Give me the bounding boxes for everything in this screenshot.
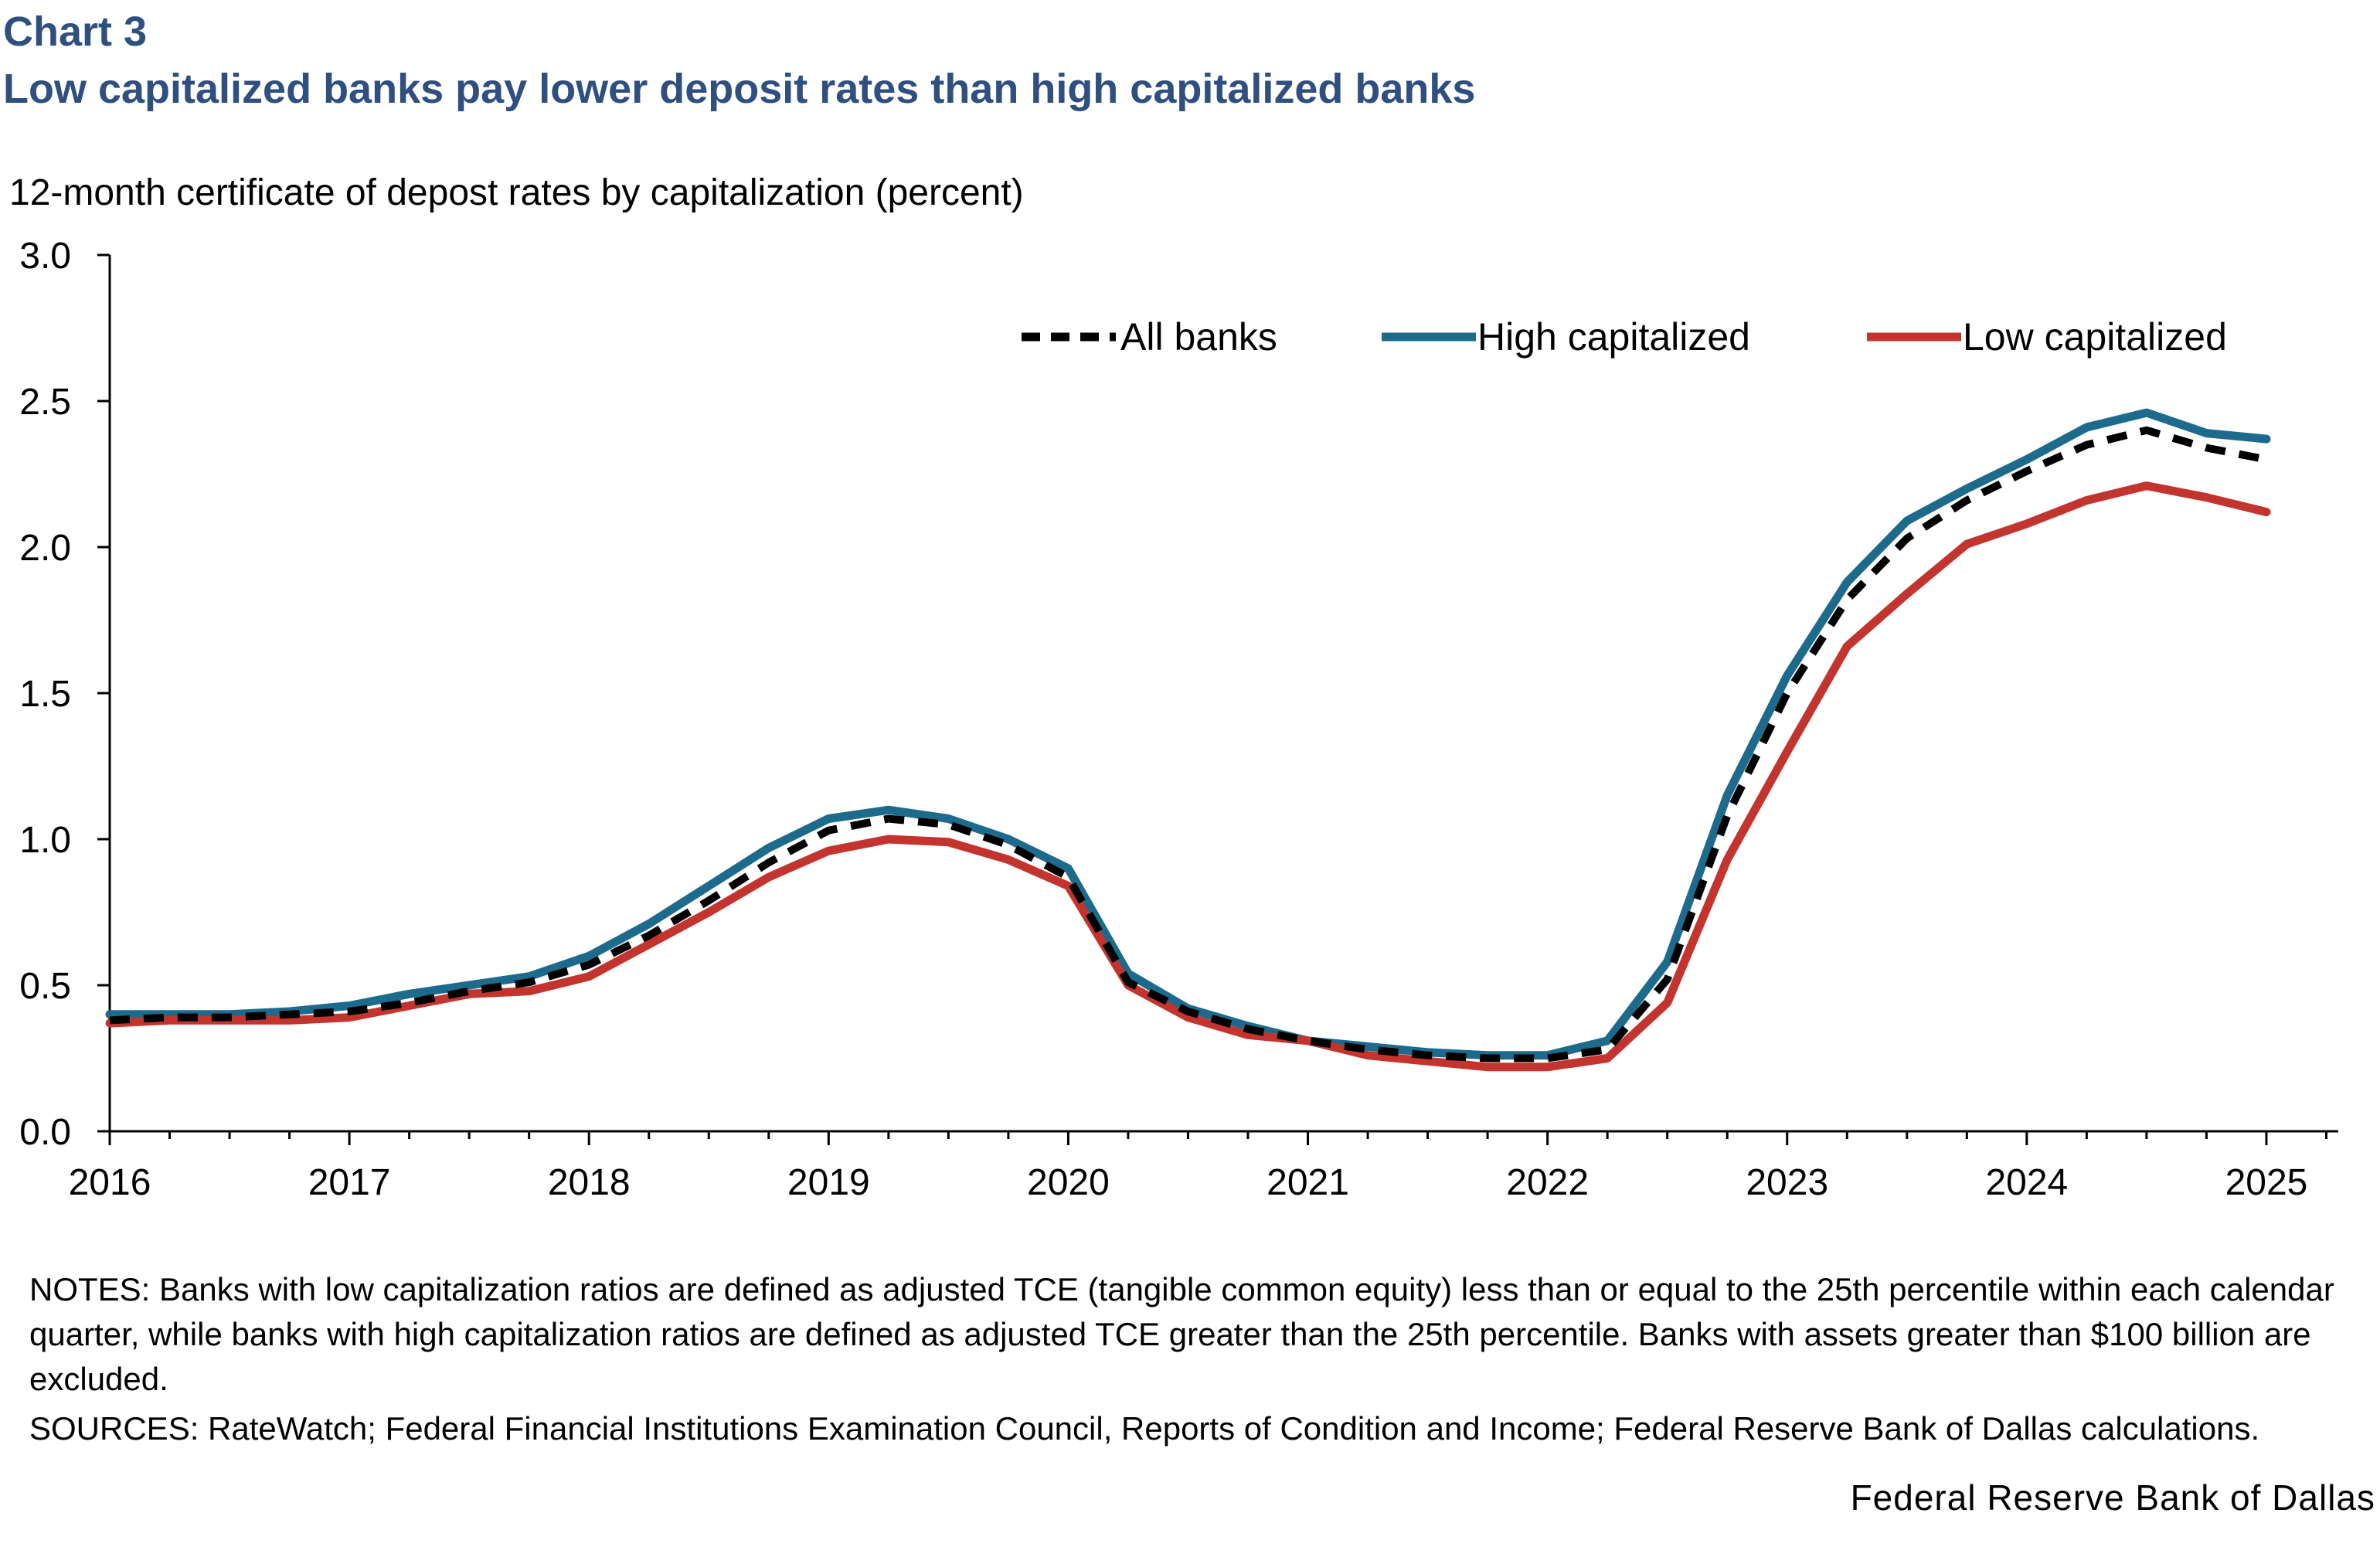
source-credit: Federal Reserve Bank of Dallas [1850,1477,2375,1518]
legend-label: Low capitalized [1963,315,2227,359]
chart-number-label: Chart 3 [3,8,148,55]
chart-series [105,408,2271,1072]
x-tick-label: 2021 [1266,1162,1349,1203]
y-tick-label: 3.0 [19,236,71,277]
x-tick-label: 2022 [1506,1162,1589,1203]
series-line-low-capitalized [105,481,2271,1072]
sources-text: SOURCES: RateWatch; Federal Financial In… [29,1410,2260,1447]
chart-notes: NOTES: Banks with low capitalization rat… [29,1267,2340,1451]
x-tick-label: 2016 [69,1162,151,1203]
y-tick-label: 0.0 [19,1112,71,1153]
series-line-all-banks [109,426,2267,1062]
x-tick-label: 2024 [1985,1162,2068,1203]
x-tick-label: 2018 [548,1162,631,1203]
x-tick-label: 2023 [1746,1162,1828,1203]
notes-text: NOTES: Banks with low capitalization rat… [29,1271,2334,1397]
y-tick-label: 2.5 [19,382,71,423]
x-tick-label: 2025 [2225,1162,2308,1203]
y-tick-label: 1.5 [19,674,71,715]
legend-label: All banks [1120,315,1277,359]
x-tick-label: 2020 [1027,1162,1110,1203]
x-tick-label: 2019 [787,1162,870,1203]
y-tick-label: 0.5 [19,966,71,1007]
chart-legend: All banks High capitalized Low capitalized [1022,315,2227,359]
title-block: Chart 3 Low capitalized banks pay lower … [3,5,1475,119]
series-line-high-capitalized [105,408,2271,1060]
legend-label: High capitalized [1477,315,1750,359]
x-tick-label: 2017 [308,1162,391,1203]
line-chart: 0.0 0.5 1.0 1.5 2.0 2.5 3.0 2016 2017 2018 2019 202… [19,236,2338,1203]
y-tick-label: 1.0 [19,820,71,861]
chart-subtitle: 12-month certificate of depost rates by … [9,172,1024,213]
chart-title: Low capitalized banks pay lower deposit … [3,66,1476,112]
y-tick-label: 2.0 [19,528,71,569]
chart-axes: 0.0 0.5 1.0 1.5 2.0 2.5 3.0 2016 2017 2018 2019 202… [19,236,2338,1203]
